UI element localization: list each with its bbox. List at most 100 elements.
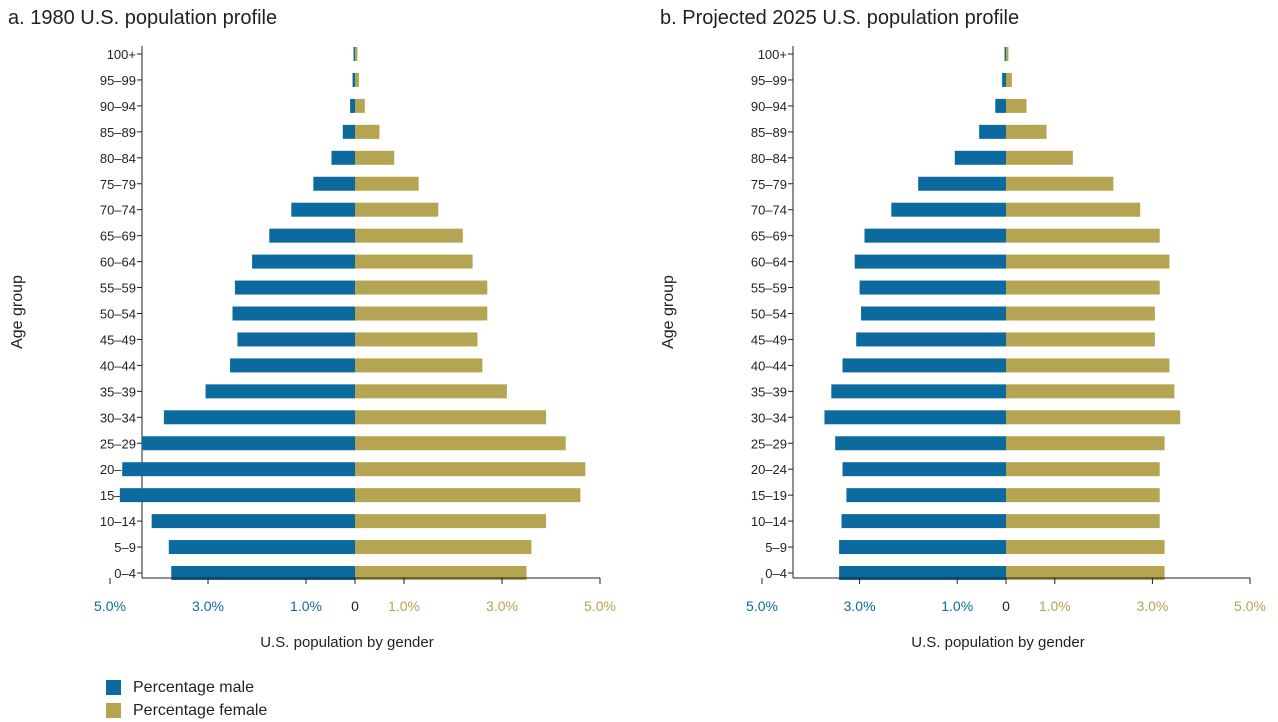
female-bar-b xyxy=(1006,384,1175,399)
female-bar-b xyxy=(1006,566,1165,580)
female-bar-b xyxy=(1006,332,1155,347)
male-bar-a xyxy=(141,436,355,451)
age-group-label-a: 65–69 xyxy=(100,229,136,244)
x-tick-label-female-a: 1.0% xyxy=(388,598,420,614)
female-bar-a xyxy=(355,98,365,113)
male-bar-a xyxy=(234,280,355,295)
female-bar-b xyxy=(1006,462,1160,477)
female-bar-b xyxy=(1006,280,1160,295)
male-bar-a xyxy=(291,202,355,217)
male-bar-b xyxy=(861,306,1006,321)
age-group-label-a: 45–49 xyxy=(100,332,136,347)
female-bar-a xyxy=(355,228,463,243)
x-tick-label-male-b: 1.0% xyxy=(941,598,973,614)
female-bar-b xyxy=(1006,72,1012,87)
female-bar-a xyxy=(355,540,532,555)
male-bar-a xyxy=(232,306,355,321)
age-group-label-b: 30–34 xyxy=(751,410,787,425)
female-bar-b xyxy=(1006,176,1114,191)
female-bar-b xyxy=(1006,488,1160,503)
female-bar-b xyxy=(1006,540,1165,555)
age-group-label-b: 90–94 xyxy=(751,99,787,114)
age-group-label-a: 55–59 xyxy=(100,281,136,296)
age-group-label-a: 60–64 xyxy=(100,255,136,270)
female-bar-b xyxy=(1006,150,1073,165)
female-bar-a xyxy=(355,436,566,451)
male-bar-a xyxy=(313,176,355,191)
male-bar-a xyxy=(269,228,355,243)
female-bar-a xyxy=(355,280,488,295)
age-group-label-a: 5–9 xyxy=(114,540,136,555)
age-group-label-b: 40–44 xyxy=(751,358,787,373)
male-bar-b xyxy=(954,150,1006,165)
female-bar-b xyxy=(1006,514,1160,529)
age-group-label-b: 65–69 xyxy=(751,229,787,244)
female-bar-a xyxy=(355,254,473,269)
male-bar-b xyxy=(1002,72,1006,87)
male-bar-b xyxy=(1004,47,1006,61)
age-group-label-a: 90–94 xyxy=(100,99,136,114)
male-bar-a xyxy=(163,410,355,425)
x-tick-label-female-b: 5.0% xyxy=(1234,598,1266,614)
x-tick-label-male-b: 3.0% xyxy=(844,598,876,614)
female-bar-a xyxy=(355,176,419,191)
x-tick-label-male-a: 1.0% xyxy=(290,598,322,614)
female-bar-a xyxy=(355,410,547,425)
legend-label-male: Percentage male xyxy=(133,678,254,696)
male-bar-b xyxy=(891,202,1006,217)
male-bar-b xyxy=(918,176,1006,191)
male-bar-b xyxy=(831,384,1006,399)
male-bar-b xyxy=(995,98,1006,113)
age-group-label-b: 80–84 xyxy=(751,151,787,166)
male-bar-b xyxy=(839,540,1006,555)
age-group-label-a: 85–89 xyxy=(100,125,136,140)
male-bar-b xyxy=(824,410,1006,425)
female-bar-a xyxy=(355,72,359,87)
male-bar-b xyxy=(856,332,1006,347)
male-bar-b xyxy=(842,358,1006,373)
age-group-label-a: 40–44 xyxy=(100,358,136,373)
male-bar-a xyxy=(352,72,355,87)
age-group-label-b: 50–54 xyxy=(751,307,787,322)
x-tick-label-female-b: 1.0% xyxy=(1039,598,1071,614)
male-bar-a xyxy=(205,384,355,399)
age-group-label-a: 95–99 xyxy=(100,73,136,88)
age-group-label-b: 100+ xyxy=(758,47,787,62)
female-bar-b xyxy=(1006,124,1047,139)
female-bar-b xyxy=(1006,436,1165,451)
age-group-label-b: 60–64 xyxy=(751,255,787,270)
age-group-label-a: 100+ xyxy=(107,47,136,62)
age-group-label-a: 50–54 xyxy=(100,307,136,322)
male-bar-a xyxy=(353,47,355,61)
female-bar-b xyxy=(1006,202,1141,217)
male-bar-b xyxy=(835,436,1006,451)
male-bar-a xyxy=(237,332,355,347)
male-bar-a xyxy=(350,98,355,113)
age-group-label-a: 80–84 xyxy=(100,151,136,166)
legend: Percentage male Percentage female xyxy=(106,676,267,722)
female-bar-a xyxy=(355,462,586,477)
legend-label-female: Percentage female xyxy=(133,701,268,719)
male-bar-a xyxy=(331,150,355,165)
male-bar-a xyxy=(230,358,355,373)
x-tick-label-zero-a: 0 xyxy=(351,598,359,614)
male-bar-b xyxy=(841,514,1006,529)
age-group-label-b: 75–79 xyxy=(751,177,787,192)
male-bar-a xyxy=(151,514,355,529)
x-axis-label-b: U.S. population by gender xyxy=(911,634,1084,651)
age-group-label-b: 70–74 xyxy=(751,203,787,218)
male-bar-a xyxy=(252,254,355,269)
age-group-label-a: 75–79 xyxy=(100,177,136,192)
female-bar-a xyxy=(355,47,358,61)
female-bar-b xyxy=(1006,410,1181,425)
x-tick-label-male-a: 5.0% xyxy=(94,598,126,614)
female-bar-a xyxy=(355,384,507,399)
male-bar-a xyxy=(171,566,355,580)
age-group-label-b: 15–19 xyxy=(751,488,787,503)
age-group-label-a: 35–39 xyxy=(100,384,136,399)
female-bar-a xyxy=(355,514,547,529)
female-bar-b xyxy=(1006,98,1027,113)
age-group-label-b: 20–24 xyxy=(751,462,787,477)
male-bar-b xyxy=(839,566,1006,580)
female-bar-a xyxy=(355,306,488,321)
